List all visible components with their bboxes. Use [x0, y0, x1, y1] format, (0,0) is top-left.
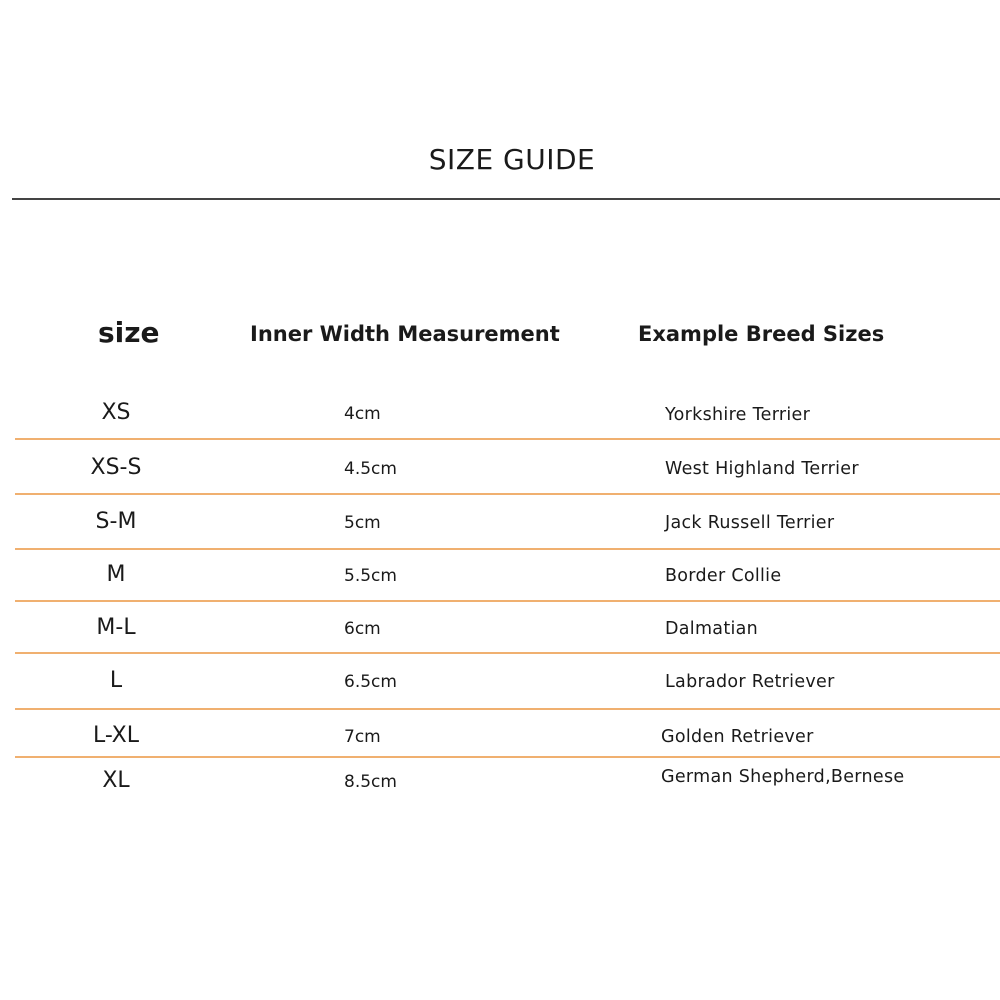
row-divider — [15, 708, 1000, 710]
row-divider — [15, 600, 1000, 602]
size-cell: L — [109, 668, 123, 693]
size-cell: XS — [101, 400, 131, 425]
row-divider — [15, 438, 1000, 440]
inner-width-cell: 6cm — [344, 619, 381, 639]
size-cell: L-XL — [92, 723, 140, 748]
page-title: SIZE GUIDE — [428, 143, 596, 176]
size-cell: M — [106, 562, 126, 587]
size-cell: S-M — [95, 509, 137, 534]
inner-width-cell: 4cm — [344, 404, 381, 424]
breed-cell: Jack Russell Terrier — [665, 513, 835, 533]
inner-width-cell: 4.5cm — [344, 459, 397, 479]
breed-cell: Golden Retriever — [661, 727, 814, 747]
inner-width-cell: 7cm — [344, 727, 381, 747]
title-divider — [12, 198, 1000, 200]
inner-width-cell: 8.5cm — [344, 772, 397, 792]
breed-cell: Border Collie — [665, 566, 782, 586]
header-inner-width: Inner Width Measurement — [250, 322, 560, 346]
row-divider — [15, 548, 1000, 550]
breed-cell: German Shepherd,Bernese — [661, 767, 905, 787]
breed-cell: Yorkshire Terrier — [665, 405, 811, 425]
breed-cell: Dalmatian — [665, 619, 759, 639]
size-cell: M-L — [96, 615, 136, 640]
row-divider — [15, 652, 1000, 654]
inner-width-cell: 6.5cm — [344, 672, 397, 692]
header-breed: Example Breed Sizes — [638, 322, 885, 346]
breed-cell: Labrador Retriever — [665, 672, 835, 692]
breed-cell: West Highland Terrier — [665, 459, 859, 479]
inner-width-cell: 5.5cm — [344, 566, 397, 586]
header-size: size — [98, 316, 160, 349]
size-cell: XL — [102, 768, 130, 793]
size-cell: XS-S — [90, 455, 142, 480]
inner-width-cell: 5cm — [344, 513, 381, 533]
row-divider — [15, 493, 1000, 495]
row-divider — [15, 756, 1000, 758]
